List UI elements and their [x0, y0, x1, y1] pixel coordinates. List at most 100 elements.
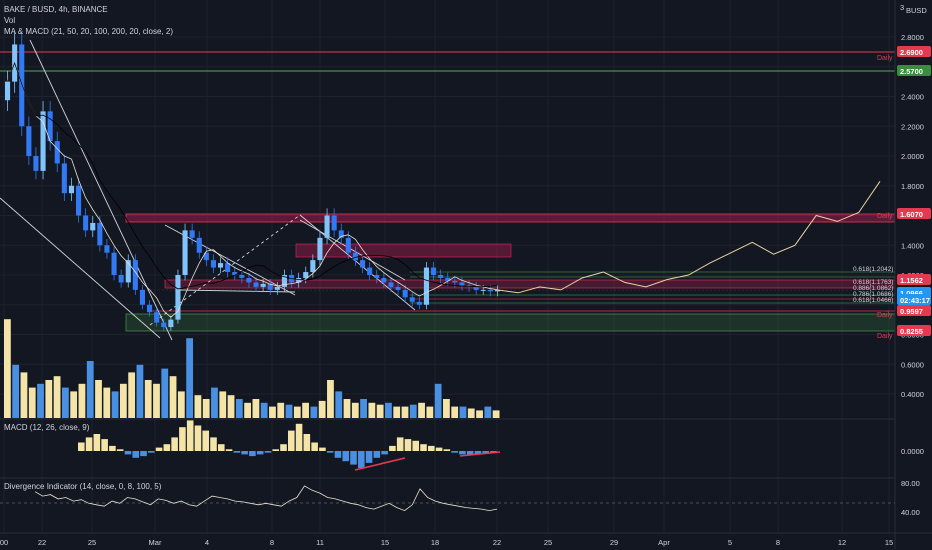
divergence-indicator-line	[34, 485, 498, 512]
macd-bar	[101, 439, 108, 451]
candle-body	[196, 237, 202, 253]
candle-body	[19, 44, 25, 127]
time-tick: 8	[270, 538, 274, 547]
time-tick: 00	[0, 538, 8, 547]
macd-axis-tick: 0.0000	[901, 447, 924, 456]
volume-bar	[376, 404, 384, 418]
candle-body	[317, 237, 323, 261]
volume-bar	[335, 391, 343, 418]
volume-bar	[426, 406, 434, 418]
candle-body	[203, 252, 209, 261]
fib-label: 0.618(1.2042)	[853, 266, 893, 273]
candle-body	[154, 312, 160, 323]
macd-bar	[241, 451, 248, 455]
volume-bar	[53, 376, 61, 418]
resistance-zone-1607	[125, 213, 896, 223]
volume-bar	[235, 399, 243, 418]
volume-bar	[293, 406, 301, 418]
candle-body	[225, 263, 231, 273]
macd-legend: MACD (12, 26, close, 9)	[4, 423, 90, 432]
volume-bar	[211, 387, 218, 418]
volume-bar	[219, 391, 227, 418]
price-tick: 2.4000	[901, 93, 924, 102]
candle-body	[5, 81, 11, 101]
candle-body	[473, 286, 479, 290]
volume-bar	[351, 402, 359, 418]
candle-body	[274, 286, 280, 290]
candle-body	[40, 111, 46, 171]
macd-bar	[280, 444, 287, 451]
macd-bar	[451, 451, 458, 453]
macd-bar	[163, 444, 171, 451]
volume-bar	[244, 402, 251, 418]
candle-body	[452, 280, 458, 283]
div-axis-tick-40: 40.00	[901, 508, 920, 517]
price-tag	[897, 325, 931, 336]
candle-body	[104, 245, 110, 253]
axis-top-tick: 3	[900, 3, 904, 12]
fib-label: 0.886(1.0862)	[853, 285, 893, 292]
macd-bar	[428, 445, 435, 451]
time-tick: Apr	[658, 538, 670, 547]
volume-bar	[385, 402, 392, 418]
time-tick: 22	[493, 538, 501, 547]
candle-body	[402, 289, 408, 298]
macd-divergence-line-1	[354, 457, 406, 471]
price-tag	[897, 294, 931, 305]
macd-bar	[155, 447, 163, 451]
macd-bar	[179, 427, 186, 451]
macd-bar	[358, 451, 365, 468]
volume-bar	[260, 402, 268, 418]
macd-bar	[373, 451, 381, 458]
volume-bar	[95, 380, 102, 418]
macd-bar	[474, 451, 482, 455]
candle-body	[168, 319, 174, 328]
time-tick: 8	[776, 538, 780, 547]
candle-body	[267, 283, 273, 290]
time-tick: 18	[431, 538, 439, 547]
volume-bar	[476, 410, 483, 418]
time-tick: 4	[205, 538, 209, 547]
time-tick: 29	[610, 538, 618, 547]
macd-bar	[334, 451, 342, 458]
volume-bar	[467, 408, 475, 418]
moving-average-line	[7, 61, 498, 318]
candle-body	[374, 275, 380, 278]
macd-bar	[412, 440, 420, 451]
macd-histogram	[78, 420, 497, 468]
macd-bar	[186, 420, 194, 451]
macd-bar	[482, 451, 490, 454]
macd-bar	[233, 451, 241, 453]
price-tick: 1.4000	[901, 241, 924, 250]
volume-bar	[194, 395, 202, 418]
volume-bar	[418, 402, 425, 418]
candle-body	[147, 304, 153, 313]
price-tick: 2.2000	[901, 122, 924, 131]
price-tag-label: 1.6070	[900, 210, 923, 219]
moving-averages	[7, 61, 498, 318]
volume-bar	[103, 387, 111, 418]
time-tick: 12	[838, 538, 846, 547]
time-tick: 5	[728, 538, 732, 547]
volume-bar	[153, 383, 160, 418]
volume-bar	[310, 406, 318, 418]
candle-body	[139, 289, 145, 305]
macd-bar	[365, 451, 373, 463]
macd-bar	[210, 437, 217, 451]
projection-path	[496, 181, 881, 294]
candle-body	[253, 282, 259, 287]
time-tick: 11	[316, 538, 324, 547]
axis-currency: BUSD	[906, 6, 927, 15]
vol-legend: Vol	[4, 16, 15, 25]
candle-body	[367, 267, 373, 275]
volume-bar	[459, 406, 467, 418]
volume-bar	[119, 383, 127, 418]
candle-body	[438, 275, 444, 278]
volume-bar	[12, 364, 20, 418]
time-axis-ticks: 00 22 25 Mar 4 8 11 15 18 22 25 29 Apr 5 8 12 15	[0, 538, 893, 547]
volume-bar	[360, 399, 367, 418]
grid	[0, 0, 895, 533]
candle-body	[487, 289, 493, 292]
candle-body	[409, 297, 415, 302]
